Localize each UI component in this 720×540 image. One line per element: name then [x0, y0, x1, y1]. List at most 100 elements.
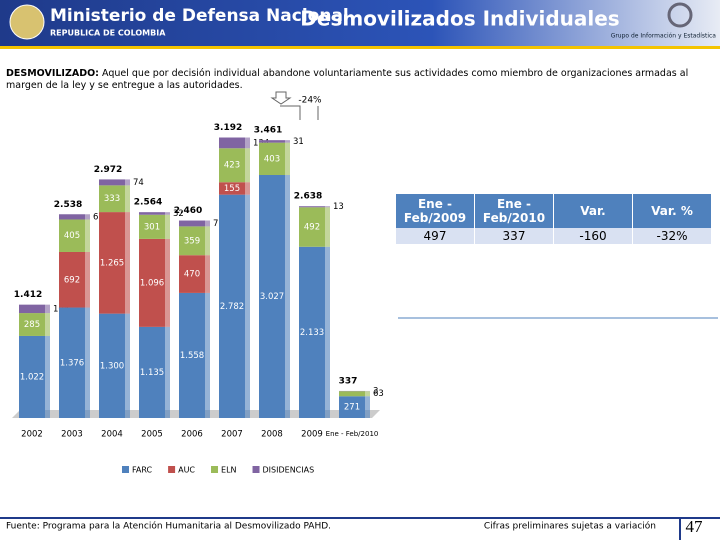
segment-label: 1.022	[20, 372, 44, 382]
total-label: 2.460	[174, 206, 202, 216]
segment-label: 359	[184, 236, 200, 246]
legend-label: ELN	[221, 466, 237, 475]
bar-side	[325, 206, 330, 208]
source: Fuente: Programa para la Atención Humani…	[6, 521, 331, 532]
bar-segment	[139, 214, 165, 239]
segment-label: 2.133	[300, 328, 324, 338]
bar-segment	[99, 313, 125, 418]
annotation: -24%	[298, 96, 322, 106]
table-cell: -160	[553, 228, 633, 244]
bar-segment	[299, 207, 325, 247]
bar-segment	[179, 226, 205, 256]
x-tick-label: 2008	[261, 430, 283, 440]
total-label: 2.538	[54, 200, 82, 210]
note: Cifras preliminares sujetas a variación	[484, 521, 656, 532]
bar-side	[45, 313, 50, 336]
bar-segment	[219, 137, 245, 149]
segment-label: 65	[93, 212, 104, 222]
legend-swatch	[168, 466, 176, 473]
segment-label: 271	[344, 403, 360, 413]
bar-segment	[59, 214, 85, 220]
bar-side	[125, 212, 130, 314]
total-label: 3.461	[254, 126, 282, 136]
bar-side	[205, 292, 210, 418]
bar-side	[165, 238, 170, 327]
bar-side	[285, 174, 290, 418]
bar-segment	[99, 212, 125, 314]
segment-label: 692	[64, 275, 80, 285]
bar-segment	[19, 304, 45, 314]
segment-label: 3	[373, 387, 378, 397]
bar-segment	[19, 313, 45, 336]
table-header: Ene - Feb/2010	[474, 194, 554, 228]
bar-segment	[259, 140, 285, 143]
bar-segment	[139, 212, 165, 215]
x-tick-label: 2003	[61, 430, 83, 440]
bar-side	[165, 214, 170, 239]
header-band	[0, 0, 720, 46]
total-label: 1.412	[14, 290, 42, 300]
bar-side	[165, 212, 170, 215]
bar-side	[125, 185, 130, 213]
definition: DESMOVILIZADO: Aquel que por decisión in…	[6, 68, 714, 92]
bar-segment	[259, 174, 285, 418]
bar-segment	[219, 194, 245, 418]
bar-side	[245, 137, 250, 149]
bar-side	[325, 246, 330, 418]
header-stripe	[0, 46, 720, 49]
bar-side	[205, 226, 210, 256]
bar-segment	[99, 185, 125, 213]
segment-label: 1.096	[140, 278, 164, 288]
bar-side	[365, 391, 370, 397]
ministry: Ministerio de Defensa Nacional	[50, 6, 349, 26]
legend-label: DISIDENCIAS	[263, 466, 315, 475]
segment-label: 492	[304, 223, 320, 233]
bar-side	[165, 326, 170, 418]
bar-side	[125, 179, 130, 186]
table-header: Var. %	[632, 194, 712, 228]
bar-side	[85, 214, 90, 220]
bar-segment	[219, 182, 245, 195]
segment-label: 423	[224, 161, 240, 171]
segment-label: 405	[64, 231, 80, 241]
segment-label: 74	[133, 178, 144, 188]
legend-swatch	[252, 466, 260, 473]
bar-segment	[59, 307, 85, 418]
bar-segment	[19, 335, 45, 418]
arrow	[270, 91, 292, 105]
total-label: 2.564	[134, 198, 162, 208]
segment-label: 32	[173, 209, 184, 219]
bar-side	[245, 148, 250, 183]
x-tick-label: 2006	[181, 430, 203, 440]
legend-swatch	[122, 466, 129, 473]
bar-segment	[179, 220, 205, 227]
bar-segment	[219, 148, 245, 183]
bar-side	[125, 313, 130, 418]
bar-segment	[299, 206, 325, 208]
segment-label: 1.558	[180, 351, 204, 361]
bar-side	[85, 219, 90, 252]
segment-label: 403	[264, 154, 280, 164]
segment-label: 285	[24, 320, 40, 330]
bar-side	[45, 335, 50, 418]
bar-segment	[179, 255, 205, 293]
bar-side	[205, 220, 210, 227]
segment-label: 1.265	[100, 258, 124, 268]
bar-side	[325, 207, 330, 247]
legend-label: AUC	[178, 466, 195, 475]
bar-segment	[139, 238, 165, 327]
x-tick-label: 2007	[221, 430, 243, 440]
segment-label: 63	[373, 389, 384, 399]
bar-segment	[259, 142, 285, 175]
segment-label: 301	[144, 222, 160, 232]
bar-segment	[59, 251, 85, 308]
segment-label: 3.027	[260, 292, 284, 302]
table-cell: 337	[474, 228, 554, 244]
bar-side	[285, 142, 290, 175]
page-number: 47	[686, 517, 704, 536]
emblem	[9, 4, 45, 40]
segment-label: 470	[184, 270, 200, 280]
segment-label: 13	[333, 202, 344, 212]
